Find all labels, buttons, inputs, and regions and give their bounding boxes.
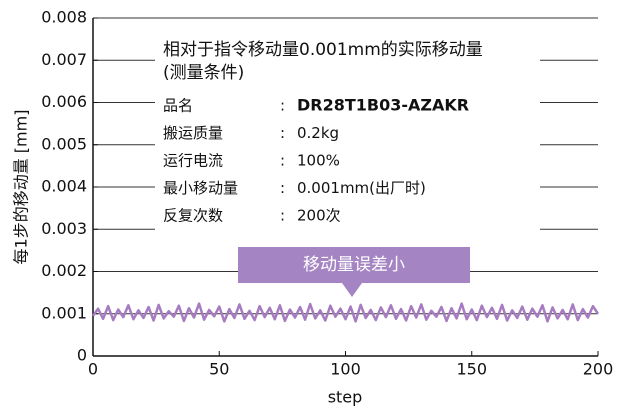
condition-separator: : <box>280 179 285 197</box>
annotation-title: 相对于指令移动量0.001mm的实际移动量 <box>163 40 483 60</box>
condition-value: 100% <box>297 152 340 170</box>
y-tick-label: 0.002 <box>41 261 87 280</box>
y-tick-label: 0 <box>77 346 87 365</box>
x-tick-label: 200 <box>583 360 614 379</box>
condition-label: 最小移动量 <box>163 179 238 197</box>
condition-separator: : <box>280 124 285 142</box>
y-tick-label: 0.005 <box>41 134 87 153</box>
x-tick-label: 50 <box>209 360 229 379</box>
condition-label: 运行电流 <box>163 152 223 170</box>
callout-box <box>238 247 470 297</box>
x-tick-label: 150 <box>456 360 487 379</box>
condition-value: 0.001mm(出厂时) <box>297 179 426 197</box>
condition-value: 200次 <box>297 207 341 225</box>
condition-label: 搬运质量 <box>163 124 223 142</box>
y-tick-label: 0.004 <box>41 177 87 196</box>
y-axis-label: 每1步的移动量 [mm] <box>12 110 31 265</box>
condition-box <box>155 32 540 237</box>
condition-separator: : <box>280 97 285 115</box>
y-tick-label: 0.007 <box>41 50 87 69</box>
y-tick-label: 0.008 <box>41 8 87 27</box>
y-tick-label: 0.003 <box>41 219 87 238</box>
condition-value: DR28T1B03-AZAKR <box>297 96 469 115</box>
x-tick-label: 0 <box>88 360 98 379</box>
y-tick-label: 0.006 <box>41 92 87 111</box>
condition-label: 品名 <box>163 97 193 115</box>
x-tick-label: 100 <box>330 360 361 379</box>
x-axis-label: step <box>328 388 363 407</box>
data-line <box>91 302 600 323</box>
condition-label: 反复次数 <box>163 207 223 225</box>
condition-value: 0.2kg <box>297 124 339 142</box>
condition-separator: : <box>280 207 285 225</box>
y-tick-label: 0.001 <box>41 303 87 322</box>
condition-separator: : <box>280 152 285 170</box>
annotation-subtitle: (测量条件) <box>163 63 244 83</box>
callout-text: 移动量误差小 <box>303 255 405 275</box>
